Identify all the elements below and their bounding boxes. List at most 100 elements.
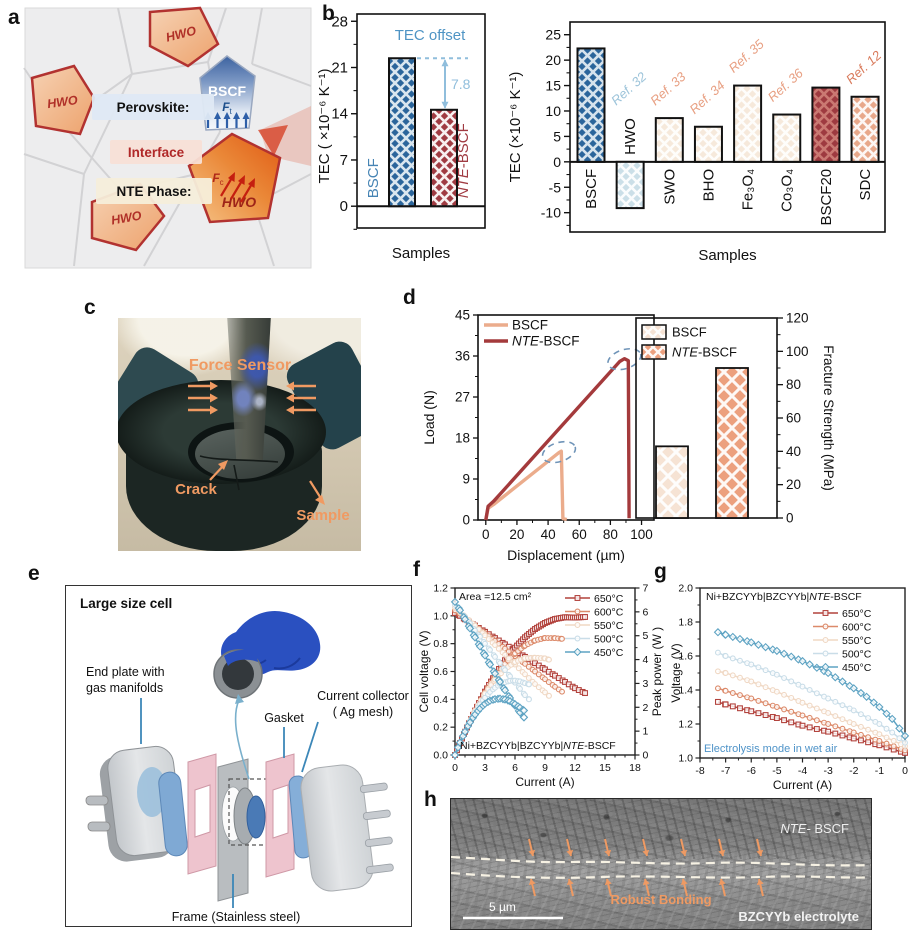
perovskite-band bbox=[92, 94, 214, 120]
x-tick-label: 100 bbox=[630, 527, 653, 542]
bar-BSCF bbox=[388, 57, 416, 208]
y-tick-label: 1.2 bbox=[678, 719, 693, 731]
disc-pointer-arrowhead bbox=[235, 694, 244, 704]
end-plate-label2: gas manifolds bbox=[86, 681, 163, 695]
y-tick-label: 9 bbox=[462, 472, 470, 487]
legend-label: 650°C bbox=[594, 593, 624, 605]
x-tick-label: -3 bbox=[823, 765, 832, 777]
y-tick-label: 60 bbox=[786, 411, 801, 426]
y-tick-label: 0 bbox=[340, 198, 348, 215]
compressive-arrowheads bbox=[228, 172, 255, 188]
hwo-grain-top bbox=[148, 6, 220, 68]
pink-frame-left bbox=[187, 753, 217, 875]
bar-SWO bbox=[654, 117, 684, 163]
end-plate-right bbox=[300, 764, 394, 892]
interface-dashed-line-bottom bbox=[451, 871, 871, 879]
cell-annotation: Ni+BZCYYb|BZCYYb|NTE-BSCF bbox=[706, 591, 862, 603]
tensile-force-label: Ft bbox=[222, 100, 232, 116]
ref-label: Ref. 12 bbox=[843, 47, 885, 87]
crack-arrow-head bbox=[218, 460, 228, 470]
bar-label-bscf: BSCF bbox=[365, 158, 382, 198]
hwo-grain-label: HWO bbox=[110, 208, 143, 227]
y-tick-label: -5 bbox=[549, 179, 562, 195]
x-tick-label: 60 bbox=[572, 527, 587, 542]
plot-frame bbox=[569, 21, 886, 233]
y-axis-label: TEC (×10⁻⁶ K⁻¹) bbox=[507, 72, 524, 183]
compressive-force-label: Fc bbox=[212, 171, 223, 187]
x-axis-label: Samples bbox=[392, 245, 450, 262]
bscf-grain-label: BSCF bbox=[208, 83, 247, 99]
panel-letter-g: g bbox=[654, 560, 667, 583]
x-tick-label: -8 bbox=[695, 765, 704, 777]
y2-tick-label: 6 bbox=[643, 606, 649, 618]
chart-fracture-strength: 0 20 40 60 80 100 120 BSCF NTE-BSCF Fracture Stre… bbox=[635, 311, 836, 526]
bar-label: BSCF bbox=[583, 169, 600, 209]
y-tick-label: 10 bbox=[545, 103, 561, 119]
x-tick-label: 0 bbox=[452, 762, 458, 774]
offset-value: 7.8 bbox=[451, 76, 471, 92]
bar-label: Fe₃O₄ bbox=[740, 169, 757, 210]
y-tick-label: 0 bbox=[553, 154, 561, 170]
panel-letter-b: b bbox=[322, 2, 335, 25]
x-tick-label: 6 bbox=[512, 762, 518, 774]
y-axis-label: Load (N) bbox=[421, 390, 437, 444]
electrolyte-label: BZCYYb electrolyte bbox=[738, 909, 859, 924]
gasket-label: Gasket bbox=[264, 711, 304, 725]
bar-label-nte-bscf: NTE-BSCF bbox=[455, 123, 472, 198]
bar-NTE-BSCF bbox=[430, 108, 458, 208]
legend-label: 450°C bbox=[842, 662, 872, 674]
x-tick-label: 18 bbox=[629, 762, 641, 774]
ref-label: Ref. 34 bbox=[686, 78, 727, 117]
current-collector-label: Current collector bbox=[317, 689, 409, 703]
x-tick-label: 15 bbox=[599, 762, 611, 774]
cell-annotation: Ni+BZCYYb|BZCYYb|NTE-BSCF bbox=[460, 740, 616, 752]
current-collector-connector bbox=[301, 721, 319, 773]
legend-label: 650°C bbox=[842, 608, 872, 620]
scale-bar-label: 5 µm bbox=[489, 900, 516, 914]
x-axis-label: Current (A) bbox=[515, 775, 574, 789]
y-tick-label: 0 bbox=[462, 513, 470, 528]
bar-label: SWO bbox=[661, 169, 678, 205]
chart-tec-comparison: -10 -5 0 5 10 15 20 25 BSCF HWO Ref. 32 SWO Ref. 33 B… bbox=[507, 21, 886, 264]
end-plate-label: End plate with bbox=[86, 665, 165, 679]
gloved-hand bbox=[213, 610, 321, 699]
bar-BHO bbox=[693, 125, 723, 163]
interface-wedge bbox=[258, 125, 288, 156]
series-BSCF bbox=[484, 449, 568, 522]
y-tick-label: 1.8 bbox=[678, 617, 693, 629]
y-tick-label: 1.0 bbox=[433, 610, 448, 622]
y-tick-label: 20 bbox=[545, 52, 561, 68]
y-tick-label: 45 bbox=[455, 308, 470, 323]
bar-HWO bbox=[615, 160, 645, 210]
frame-label: Frame (Stainless steel) bbox=[172, 910, 301, 924]
nte-bscf-layer-label: NTE- BSCF bbox=[780, 821, 849, 836]
y-tick-label: 18 bbox=[455, 431, 470, 446]
x-tick-label: -1 bbox=[875, 765, 884, 777]
sample-arrow-head bbox=[315, 495, 325, 505]
photo-annotations: Force Sensor Crack Sample bbox=[175, 357, 350, 524]
crack-lines bbox=[199, 455, 279, 491]
pink-frame-right bbox=[265, 753, 295, 878]
y-tick-label: 120 bbox=[786, 311, 809, 326]
peak-highlight-ellipse bbox=[541, 440, 577, 464]
y2-tick-label: 3 bbox=[643, 678, 649, 690]
legend-label: BSCF bbox=[512, 318, 548, 333]
cell-disc-blue bbox=[246, 795, 266, 839]
x-tick-label: 40 bbox=[541, 527, 556, 542]
x-tick-label: -2 bbox=[849, 765, 858, 777]
bar-label: Co₃O₄ bbox=[779, 169, 796, 212]
y2-axis-label: Peak power (W ) bbox=[650, 627, 664, 716]
interface-dashed-line-top bbox=[451, 855, 871, 867]
nte-phase-band bbox=[96, 178, 212, 204]
chart-tec-offset: 0 7 14 21 28 BSCF NTE-BSCF 7.8 TEC offset TEC ( ×… bbox=[316, 13, 486, 262]
bar-BSCF bbox=[576, 47, 606, 163]
y2-tick-label: 7 bbox=[643, 583, 649, 595]
panel-letter-e: e bbox=[28, 562, 40, 585]
legend-label: NTE-BSCF bbox=[672, 345, 737, 360]
interface-band bbox=[110, 140, 202, 164]
hwo-grain-left bbox=[30, 64, 96, 136]
series-NTE-BSCF bbox=[484, 357, 631, 521]
panel-letter-f: f bbox=[413, 558, 420, 581]
y-tick-label: 20 bbox=[786, 477, 801, 492]
legend-label: BSCF bbox=[672, 325, 707, 340]
